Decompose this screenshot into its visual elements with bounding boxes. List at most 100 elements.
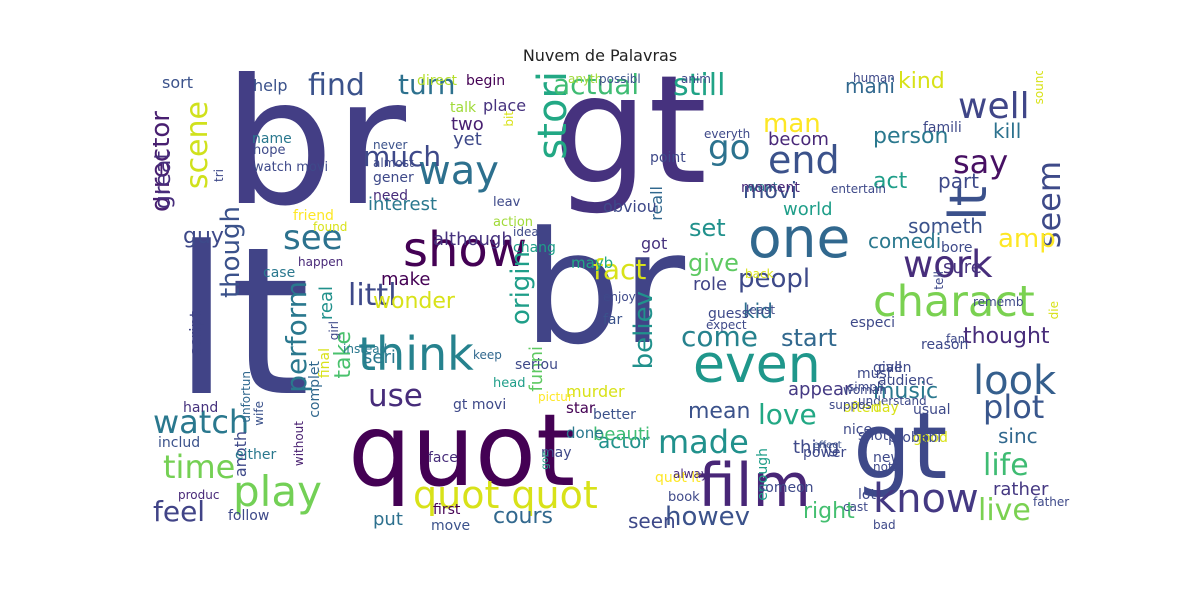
word-cloud-word: use [368, 378, 423, 414]
word-cloud-word: day [873, 400, 899, 416]
word-cloud-word: howev [665, 502, 751, 532]
word-cloud-word: power [803, 445, 847, 461]
word-cloud-word: well [958, 86, 1030, 127]
word-cloud-word: complet [307, 361, 323, 418]
word-cloud-word: book [668, 490, 700, 505]
word-cloud-word: person [873, 124, 949, 149]
word-cloud-word: say [953, 143, 1009, 181]
word-cloud-word: tri [212, 169, 226, 182]
word-cloud-word: mean [688, 399, 751, 424]
word-cloud-word: one [748, 206, 851, 270]
word-cloud-word: appear [788, 379, 852, 400]
word-cloud-word: way [418, 148, 499, 194]
word-cloud-word: reason [921, 337, 969, 353]
word-cloud-word: someon [758, 480, 814, 496]
word-cloud-word: becom [768, 129, 829, 150]
word-cloud-word: man [763, 109, 821, 139]
word-cloud-word: lt [173, 204, 311, 442]
word-cloud-word: film [698, 451, 811, 521]
word-cloud-word: murder [566, 382, 625, 401]
word-cloud-word: goe [540, 451, 551, 470]
word-cloud-word: time [163, 448, 236, 486]
word-cloud-word: fan [946, 332, 966, 346]
word-cloud-word: star [566, 399, 596, 417]
word-cloud-word: comedi [868, 229, 942, 253]
word-cloud-word: face [428, 450, 458, 466]
word-cloud-word: real [316, 286, 337, 321]
word-cloud-word: often [843, 400, 880, 416]
word-cloud-word: human [853, 71, 895, 85]
word-cloud-word: action [493, 215, 534, 230]
word-cloud-word: possibl [599, 72, 641, 86]
word-cloud-word: woman [843, 383, 887, 397]
word-cloud-word: watch [153, 403, 250, 441]
word-cloud-word: play [233, 467, 322, 516]
word-cloud-word: seri [363, 347, 396, 368]
word-cloud-word: great [153, 151, 176, 210]
word-cloud-word: gt [853, 393, 948, 500]
word-cloud-word: direct [417, 73, 458, 89]
word-cloud-word: hope [253, 143, 286, 158]
word-cloud-word: anyth [568, 72, 603, 86]
word-cloud-word: music [873, 379, 939, 404]
word-cloud-word: rememb [973, 295, 1024, 309]
word-cloud-word: gt [553, 71, 708, 218]
word-cloud-word: happen [298, 255, 344, 269]
word-cloud-word: quot lt [655, 470, 701, 486]
word-cloud-word: kid [743, 299, 773, 323]
word-cloud-word: produc [178, 488, 220, 502]
word-cloud: br gt lt br quot lt gt film one even charact show th… [153, 71, 1076, 543]
word-cloud-word: especi [850, 315, 895, 331]
word-cloud-word: someth [908, 214, 983, 238]
word-cloud-word: start [781, 324, 837, 352]
word-cloud-word: noth [873, 460, 901, 474]
word-cloud-word: alway [673, 467, 708, 481]
word-cloud-word: bit [502, 111, 516, 127]
word-cloud-word: watch movi [253, 160, 329, 175]
word-cloud-word: case [263, 265, 296, 281]
word-cloud-word: seriou [515, 357, 558, 373]
word-cloud-word: wonder [373, 289, 455, 314]
chart-title: Nuvem de Palavras [522, 46, 678, 65]
word-cloud-word: given [873, 360, 912, 376]
word-cloud-word: even [693, 335, 821, 395]
word-cloud-word: new [873, 450, 902, 466]
word-cloud-word: first [433, 502, 461, 518]
word-cloud-word: good [913, 430, 948, 446]
word-cloud-word: gt movi [453, 397, 507, 413]
word-cloud-word: anim [681, 72, 711, 86]
word-cloud-word: still [673, 71, 726, 103]
word-cloud-word: need [373, 188, 408, 204]
word-cloud-word: feel [153, 495, 206, 528]
word-cloud-word: think [358, 327, 474, 381]
word-cloud-word: script [186, 311, 205, 356]
word-cloud-word: audienc [878, 373, 934, 389]
word-cloud-word: probabl [888, 430, 942, 446]
word-cloud-word: right [803, 499, 855, 524]
word-cloud-word: world [783, 199, 833, 220]
word-cloud-word: without [292, 421, 306, 467]
word-cloud-word: got [641, 234, 668, 253]
word-cloud-word: found [313, 220, 348, 234]
word-cloud-word: fact [593, 253, 647, 286]
word-cloud-word: part [938, 169, 980, 193]
word-cloud-word: die [1047, 301, 1061, 320]
word-cloud-word: guess [708, 306, 749, 322]
word-cloud-word: look [973, 358, 1057, 404]
word-cloud-word: entertain [831, 182, 887, 196]
word-cloud-word: put [373, 509, 403, 530]
word-cloud-word: wife [252, 401, 266, 426]
word-cloud-word: head [493, 376, 526, 391]
word-cloud-word: go [708, 128, 751, 168]
word-cloud-word: expect [706, 318, 747, 332]
word-cloud-word: usual [913, 402, 951, 418]
word-cloud-word: end [768, 138, 840, 182]
word-cloud-word: lot [858, 487, 876, 503]
word-cloud-word: give [688, 249, 739, 277]
word-cloud-word: never [373, 138, 408, 152]
word-cloud-word: includ [158, 435, 201, 451]
word-cloud-word: although [433, 229, 513, 250]
word-cloud-word: kind [898, 71, 945, 94]
word-cloud-word: set [689, 214, 726, 242]
word-cloud-word: talk [450, 100, 477, 116]
